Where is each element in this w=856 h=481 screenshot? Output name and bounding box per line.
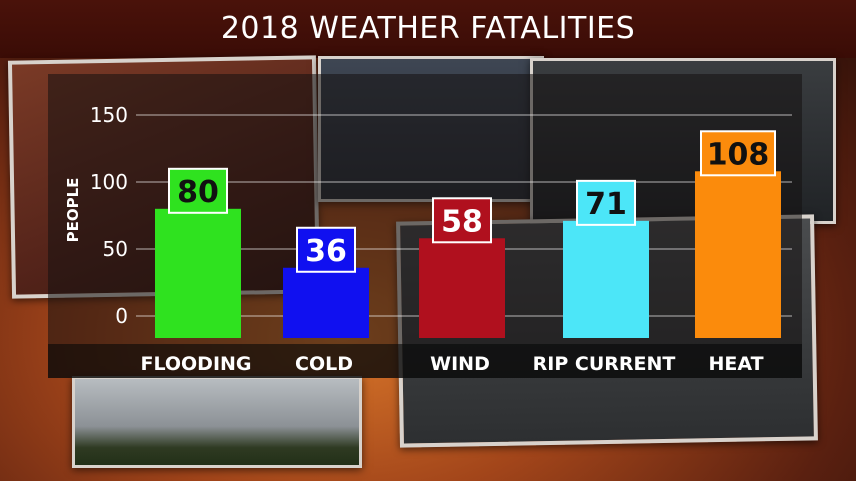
category-label-band (48, 344, 802, 378)
value-label-heat: 108 (707, 137, 770, 172)
y-tick-label-50: 50 (103, 237, 128, 261)
y-axis-label: PEOPLE (64, 178, 82, 243)
bar-wind (419, 238, 505, 338)
value-labels: 80 36 58 71 108 (168, 130, 776, 273)
background-photo-tornado (72, 376, 362, 468)
bar-flooding (155, 208, 241, 338)
value-label-rip-current: 71 (585, 187, 627, 222)
y-tick-label-0: 0 (115, 304, 128, 328)
value-label-flooding: 80 (177, 175, 219, 210)
bar-rip-current (563, 220, 649, 338)
y-tick-label-100: 100 (90, 170, 128, 194)
chart-title: 2018 WEATHER FATALITIES (0, 0, 856, 58)
value-box-rip-current (576, 179, 636, 226)
y-tick-label-150: 150 (90, 103, 128, 127)
category-label-flooding: FLOODING (140, 353, 251, 375)
bar-heat (695, 171, 781, 338)
value-box-flooding (168, 167, 228, 214)
bar-cold (283, 267, 369, 338)
category-label-cold: COLD (295, 353, 353, 375)
value-box-cold (296, 226, 356, 273)
bars (155, 171, 781, 338)
value-label-wind: 58 (441, 204, 483, 239)
category-labels: FLOODING COLD WIND RIP CURRENT HEAT (140, 353, 763, 375)
category-label-wind: WIND (430, 353, 490, 375)
y-tick-labels: 0 50 100 150 (90, 103, 128, 328)
value-box-heat (700, 130, 776, 177)
value-box-wind (432, 197, 492, 244)
value-label-cold: 36 (305, 234, 347, 269)
category-label-rip-current: RIP CURRENT (533, 353, 676, 375)
category-label-heat: HEAT (708, 353, 763, 375)
